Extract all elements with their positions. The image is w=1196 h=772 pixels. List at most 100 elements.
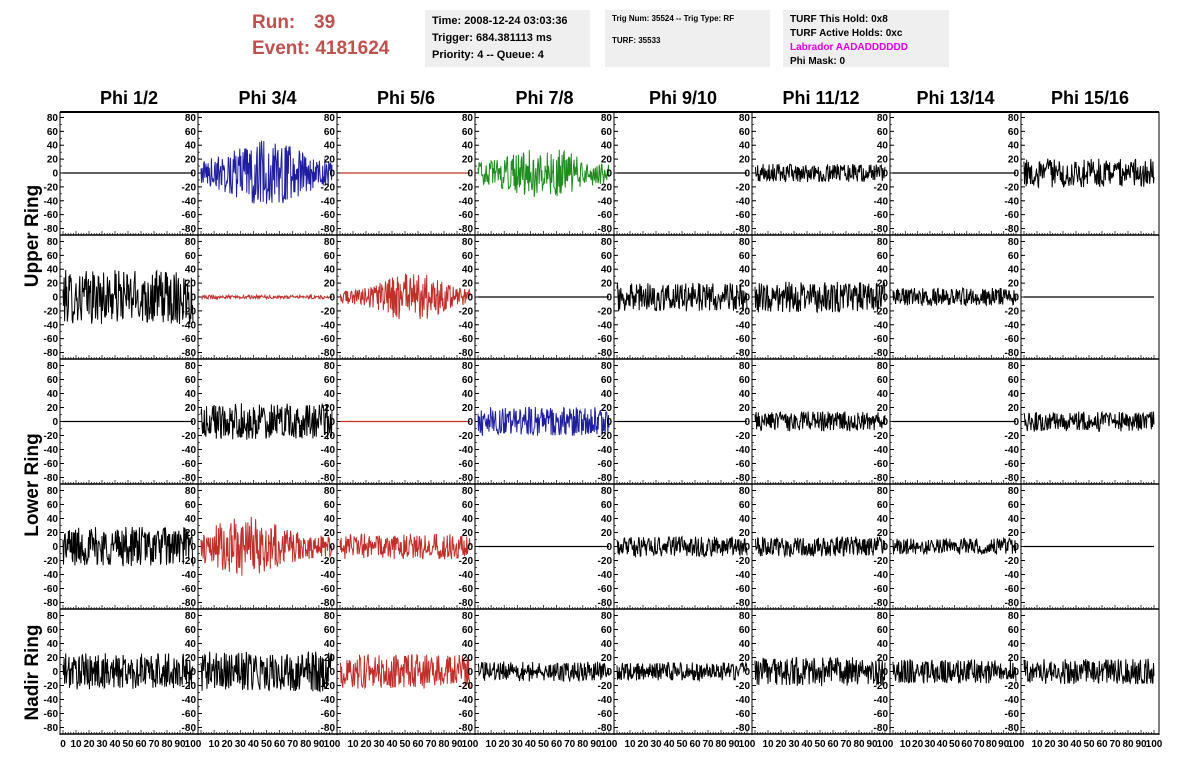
y-tick-label: -60 <box>459 334 474 345</box>
y-tick-label: -60 <box>1005 459 1020 470</box>
waveform-panel: 80 60 40 20 0 -20 -40 -60 -80 <box>598 610 748 735</box>
x-tick-label: 100 <box>185 739 202 750</box>
y-tick-label: 20 <box>462 279 474 290</box>
y-tick-label: 40 <box>185 141 197 152</box>
x-tick-label: 100 <box>462 739 479 750</box>
y-tick-label: -40 <box>1005 570 1020 581</box>
y-tick-label: 80 <box>47 361 59 372</box>
y-tick-label: 20 <box>462 653 474 664</box>
x-tick-label: 20 <box>1044 739 1056 750</box>
waveform-panel: 80 60 40 20 0 -20 -40 -60 -80 <box>182 485 333 610</box>
x-tick-label: 70 <box>425 739 437 750</box>
y-tick-label: -60 <box>321 584 336 595</box>
waveform-panel: 80 60 40 20 0 -20 -40 -60 -80 <box>459 610 610 735</box>
y-tick-label: -20 <box>44 556 59 567</box>
y-tick-label: 60 <box>324 500 336 511</box>
y-tick-label: -40 <box>736 445 751 456</box>
y-tick-label: 0 <box>606 417 612 428</box>
waveform-panel: 80 60 40 20 0 -20 -40 -60 -80 <box>874 610 1017 735</box>
x-tick-label: 10 <box>1031 739 1043 750</box>
y-tick-label: 0 <box>467 169 473 180</box>
y-tick-label: -20 <box>182 306 197 317</box>
waveform-panel: 80 60 40 20 0 -20 -40 -60 -80 <box>182 610 333 735</box>
x-tick-label: 40 <box>801 739 813 750</box>
y-tick-label: -20 <box>1005 306 1020 317</box>
x-tick-label: 100 <box>1008 739 1025 750</box>
y-tick-label: -20 <box>321 431 336 442</box>
y-tick-label: 60 <box>739 375 751 386</box>
y-tick-label: 0 <box>467 667 473 678</box>
waveform-trace <box>62 269 194 325</box>
y-tick-label: -80 <box>44 598 59 609</box>
x-tick-label: 60 <box>961 739 973 750</box>
y-tick-label: -40 <box>598 570 613 581</box>
x-tick-label: 60 <box>827 739 839 750</box>
y-tick-label: -40 <box>736 320 751 331</box>
y-tick-label: 60 <box>462 500 474 511</box>
y-tick-label: 40 <box>462 265 474 276</box>
y-tick-label: -20 <box>1005 681 1020 692</box>
x-tick-label: 50 <box>538 739 550 750</box>
y-tick-label: 80 <box>47 237 59 248</box>
waveform-panel: 80 60 40 20 0 -20 -40 -60 -80 <box>874 360 1017 485</box>
waveform-panel: 80 60 40 20 0 -20 -40 -60 -80 <box>1005 360 1155 485</box>
y-tick-label: -80 <box>321 348 336 359</box>
x-tick-label: 40 <box>525 739 537 750</box>
y-tick-label: 0 <box>190 417 196 428</box>
y-tick-label: 20 <box>1008 279 1020 290</box>
y-tick-label: 0 <box>1013 667 1019 678</box>
waveform-panel: 80 60 40 20 0 -20 -40 -60 -80 <box>736 236 886 360</box>
x-tick-label: 50 <box>1083 739 1095 750</box>
y-tick-label: 80 <box>324 486 336 497</box>
column-title: Phi 5/6 <box>377 88 435 108</box>
waveform-trace <box>477 149 610 198</box>
y-tick-label: -80 <box>1005 473 1020 484</box>
y-tick-label: 40 <box>47 265 59 276</box>
y-tick-label: -60 <box>44 709 59 720</box>
waveform-panel: 80 60 40 20 0 -20 -40 -60 -80 <box>44 360 194 485</box>
waveform-panel: 80 60 40 20 0 -20 -40 -60 -80 <box>598 236 748 360</box>
y-tick-label: 60 <box>1008 625 1020 636</box>
x-tick-label: 30 <box>512 739 524 750</box>
x-tick-label: 50 <box>814 739 826 750</box>
y-tick-label: -40 <box>1005 196 1020 207</box>
y-tick-label: -20 <box>321 681 336 692</box>
turf-this-hold: TURF This Hold: 0x8 <box>790 14 888 25</box>
x-tick-label: 100 <box>1146 739 1163 750</box>
x-tick-label: 70 <box>564 739 576 750</box>
y-tick-label: 40 <box>1008 639 1020 650</box>
labrador-status: Labrador AADADDDDDD <box>790 42 908 53</box>
y-tick-label: 60 <box>185 500 197 511</box>
x-tick-label: 20 <box>912 739 924 750</box>
x-tick-label: 10 <box>762 739 774 750</box>
x-tick-label: 50 <box>122 739 134 750</box>
y-tick-label: -40 <box>459 445 474 456</box>
x-tick-label: 30 <box>788 739 800 750</box>
y-tick-label: 0 <box>744 542 750 553</box>
y-tick-label: 60 <box>47 375 59 386</box>
y-tick-label: 0 <box>1013 542 1019 553</box>
y-tick-label: -40 <box>598 320 613 331</box>
y-tick-label: 0 <box>1013 417 1019 428</box>
y-tick-label: 80 <box>324 361 336 372</box>
y-tick-label: 20 <box>47 403 59 414</box>
waveform-panel: 80 60 40 20 0 -20 -40 -60 -80 <box>182 112 333 236</box>
y-tick-label: -60 <box>459 459 474 470</box>
y-tick-label: 60 <box>462 127 474 138</box>
event-label: Event: <box>252 38 311 59</box>
y-tick-label: -80 <box>874 348 889 359</box>
waveform-panel: 80 60 40 20 0 -20 -40 -60 -80 <box>1005 485 1155 610</box>
y-tick-label: 60 <box>1008 500 1020 511</box>
row-label: Lower Ring <box>22 433 43 536</box>
y-tick-label: 0 <box>744 417 750 428</box>
y-tick-label: -20 <box>598 182 613 193</box>
waveform-panel: 80 60 40 20 0 -20 -40 -60 -80 <box>736 112 886 236</box>
y-tick-label: -20 <box>459 681 474 692</box>
x-tick-label: 10 <box>209 739 221 750</box>
y-tick-label: 60 <box>185 251 197 262</box>
column-title: Phi 13/14 <box>916 88 994 108</box>
y-tick-label: 60 <box>462 625 474 636</box>
column-title: Phi 9/10 <box>649 88 717 108</box>
y-tick-label: -20 <box>459 182 474 193</box>
y-tick-label: 80 <box>739 486 751 497</box>
